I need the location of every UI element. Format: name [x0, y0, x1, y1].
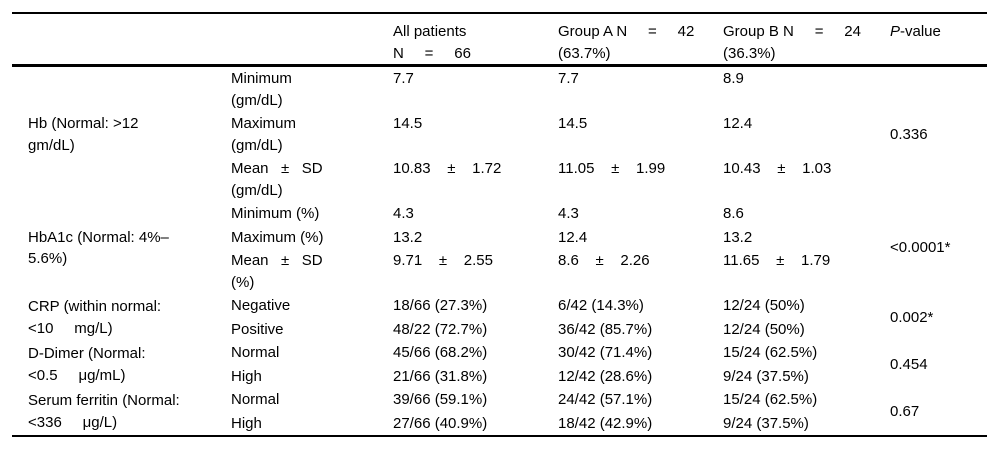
measure-label: Normal — [231, 391, 280, 408]
value-group-a: 36/42 (85.7%) — [558, 320, 653, 338]
value-group-b: 8.9 — [723, 70, 744, 87]
table-row: D-Dimer (Normal: <0.5 μg/mL) Normal 45/6… — [12, 341, 987, 384]
table-row: Maximum (gm/dL) 14.5 14.5 12.4 — [12, 112, 987, 157]
measure-label: Minimum (gm/dL) — [231, 70, 292, 109]
value-all-patients: 27/66 (40.9%) — [393, 414, 488, 432]
value-group-b: 10.43 ± 1.03 — [723, 160, 832, 177]
table-body: Hb (Normal: >12 gm/dL) Minimum (gm/dL) 7… — [12, 66, 987, 437]
table-row: High 27/66 (40.9%) 18/42 (42.9%) 9/24 (3… — [12, 412, 987, 437]
table-row: CRP (within normal: <10 mg/L) Negative 1… — [12, 294, 987, 337]
value-group-a: 6/42 (14.3%) — [558, 297, 644, 314]
measure-label: Negative — [231, 297, 291, 314]
p-value-ddimer: 0.454 — [890, 355, 928, 373]
table-header: All patients N = 66 Group A N = 42 (63.7… — [12, 13, 987, 67]
group-label-ddimer: D-Dimer (Normal: <0.5 μg/mL) — [28, 345, 146, 384]
measure-label: Mean ± SD (%) — [231, 252, 323, 291]
measure-label: High — [231, 367, 262, 385]
value-group-b: 9/24 (37.5%) — [723, 414, 809, 432]
measure-label: Positive — [231, 320, 284, 338]
value-group-b: 11.65 ± 1.79 — [723, 252, 831, 269]
value-group-b: 12/24 (50%) — [723, 320, 805, 338]
header-group-b: Group B N = 24 (36.3%) — [723, 13, 890, 67]
measure-label: Maximum (%) — [231, 228, 324, 246]
value-all-patients: 7.7 — [393, 70, 414, 87]
value-group-b: 15/24 (62.5%) — [723, 391, 818, 408]
header-row: All patients N = 66 Group A N = 42 (63.7… — [12, 13, 987, 67]
measure-label: Minimum (%) — [231, 205, 320, 222]
header-spacer-measure — [231, 13, 393, 67]
value-all-patients: 48/22 (72.7%) — [393, 320, 488, 338]
value-group-a: 11.05 ± 1.99 — [558, 160, 666, 177]
group-label-ferritin: Serum ferritin (Normal: <336 μg/L) — [28, 392, 180, 431]
value-all-patients: 4.3 — [393, 205, 414, 222]
value-group-a: 24/42 (57.1%) — [558, 391, 653, 408]
table-row: Positive 48/22 (72.7%) 36/42 (85.7%) 12/… — [12, 318, 987, 342]
table-row: High 21/66 (31.8%) 12/42 (28.6%) 9/24 (3… — [12, 365, 987, 389]
value-all-patients: 21/66 (31.8%) — [393, 367, 488, 385]
value-group-a: 30/42 (71.4%) — [558, 344, 653, 361]
value-group-a: 7.7 — [558, 70, 579, 87]
value-group-b: 13.2 — [723, 228, 753, 246]
p-value-rest: -value — [900, 23, 941, 40]
value-all-patients: 14.5 — [393, 115, 423, 132]
value-group-a: 12/42 (28.6%) — [558, 367, 653, 385]
value-all-patients: 18/66 (27.3%) — [393, 297, 488, 314]
lab-results-table: All patients N = 66 Group A N = 42 (63.7… — [12, 12, 987, 437]
measure-label: Mean ± SD (gm/dL) — [231, 160, 323, 199]
table-row: Serum ferritin (Normal: <336 μg/L) Norma… — [12, 388, 987, 431]
value-group-a: 12.4 — [558, 228, 588, 246]
value-group-b: 8.6 — [723, 205, 744, 222]
value-all-patients: 45/66 (68.2%) — [393, 344, 488, 361]
header-all-patients: All patients N = 66 — [393, 13, 558, 67]
group-label-hb: Hb (Normal: >12 gm/dL) — [28, 115, 139, 154]
p-value-hba1c: <0.0001* — [890, 239, 951, 257]
header-spacer-parameter — [12, 13, 231, 67]
table-row: Maximum (%) 13.2 12.4 13.2 — [12, 226, 987, 250]
p-value-ferritin: 0.67 — [890, 402, 920, 420]
header-group-a: Group A N = 42 (63.7%) — [558, 13, 723, 67]
group-label-crp: CRP (within normal: <10 mg/L) — [28, 298, 162, 337]
p-value-crp: 0.002* — [890, 308, 934, 326]
table-row: Mean ± SD (gm/dL) 10.83 ± 1.72 11.05 ± 1… — [12, 157, 987, 202]
value-group-b: 15/24 (62.5%) — [723, 344, 818, 361]
value-all-patients: 13.2 — [393, 228, 423, 246]
measure-label: Normal — [231, 344, 280, 361]
value-group-a: 4.3 — [558, 205, 579, 222]
value-group-a: 14.5 — [558, 115, 588, 132]
p-value-italic-p: P — [890, 23, 901, 40]
group-label-hba1c: HbA1c (Normal: 4%– 5.6%) — [28, 228, 169, 268]
table-row: Hb (Normal: >12 gm/dL) Minimum (gm/dL) 7… — [12, 66, 987, 154]
value-all-patients: 39/66 (59.1%) — [393, 391, 488, 408]
value-group-a: 8.6 ± 2.26 — [558, 252, 650, 269]
value-all-patients: 10.83 ± 1.72 — [393, 160, 502, 177]
header-p-value: P-value — [890, 13, 987, 67]
value-group-b: 12.4 — [723, 115, 753, 132]
measure-label: Maximum (gm/dL) — [231, 115, 297, 154]
value-group-b: 9/24 (37.5%) — [723, 367, 809, 385]
value-group-a: 18/42 (42.9%) — [558, 414, 653, 432]
p-value-hb: 0.336 — [890, 125, 928, 143]
measure-label: High — [231, 414, 262, 432]
value-all-patients: 9.71 ± 2.55 — [393, 252, 493, 269]
table-row: HbA1c (Normal: 4%– 5.6%) Minimum (%) 4.3… — [12, 202, 987, 267]
value-group-b: 12/24 (50%) — [723, 297, 805, 314]
table-row: Mean ± SD (%) 9.71 ± 2.55 8.6 ± 2.26 11.… — [12, 249, 987, 294]
